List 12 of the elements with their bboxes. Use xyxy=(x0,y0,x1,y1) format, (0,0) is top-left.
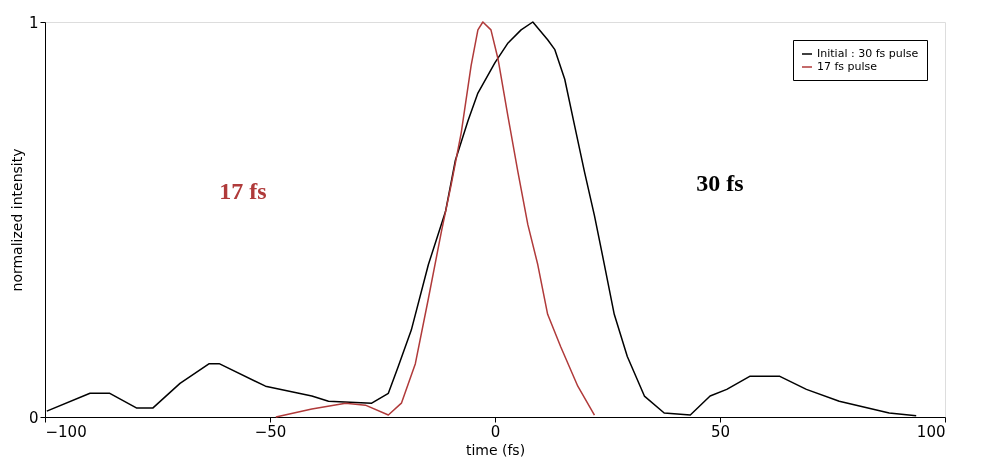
annotation: 30 fs xyxy=(696,169,744,196)
y-axis-title: normalized intensity xyxy=(8,148,25,292)
x-tick-label: 0 xyxy=(490,422,501,441)
annotation: 17 fs xyxy=(219,177,267,204)
x-axis-title: time (fs) xyxy=(465,441,526,458)
x-tick-label: −50 xyxy=(254,422,287,441)
y-tick-label: 1 xyxy=(28,13,39,32)
x-tick-label: −100 xyxy=(45,422,87,441)
legend-label: 17 fs pulse xyxy=(817,60,878,73)
x-tick-label: 50 xyxy=(710,422,731,441)
legend-label: Initial : 30 fs pulse xyxy=(817,47,919,60)
x-tick-label: 100 xyxy=(916,422,946,441)
